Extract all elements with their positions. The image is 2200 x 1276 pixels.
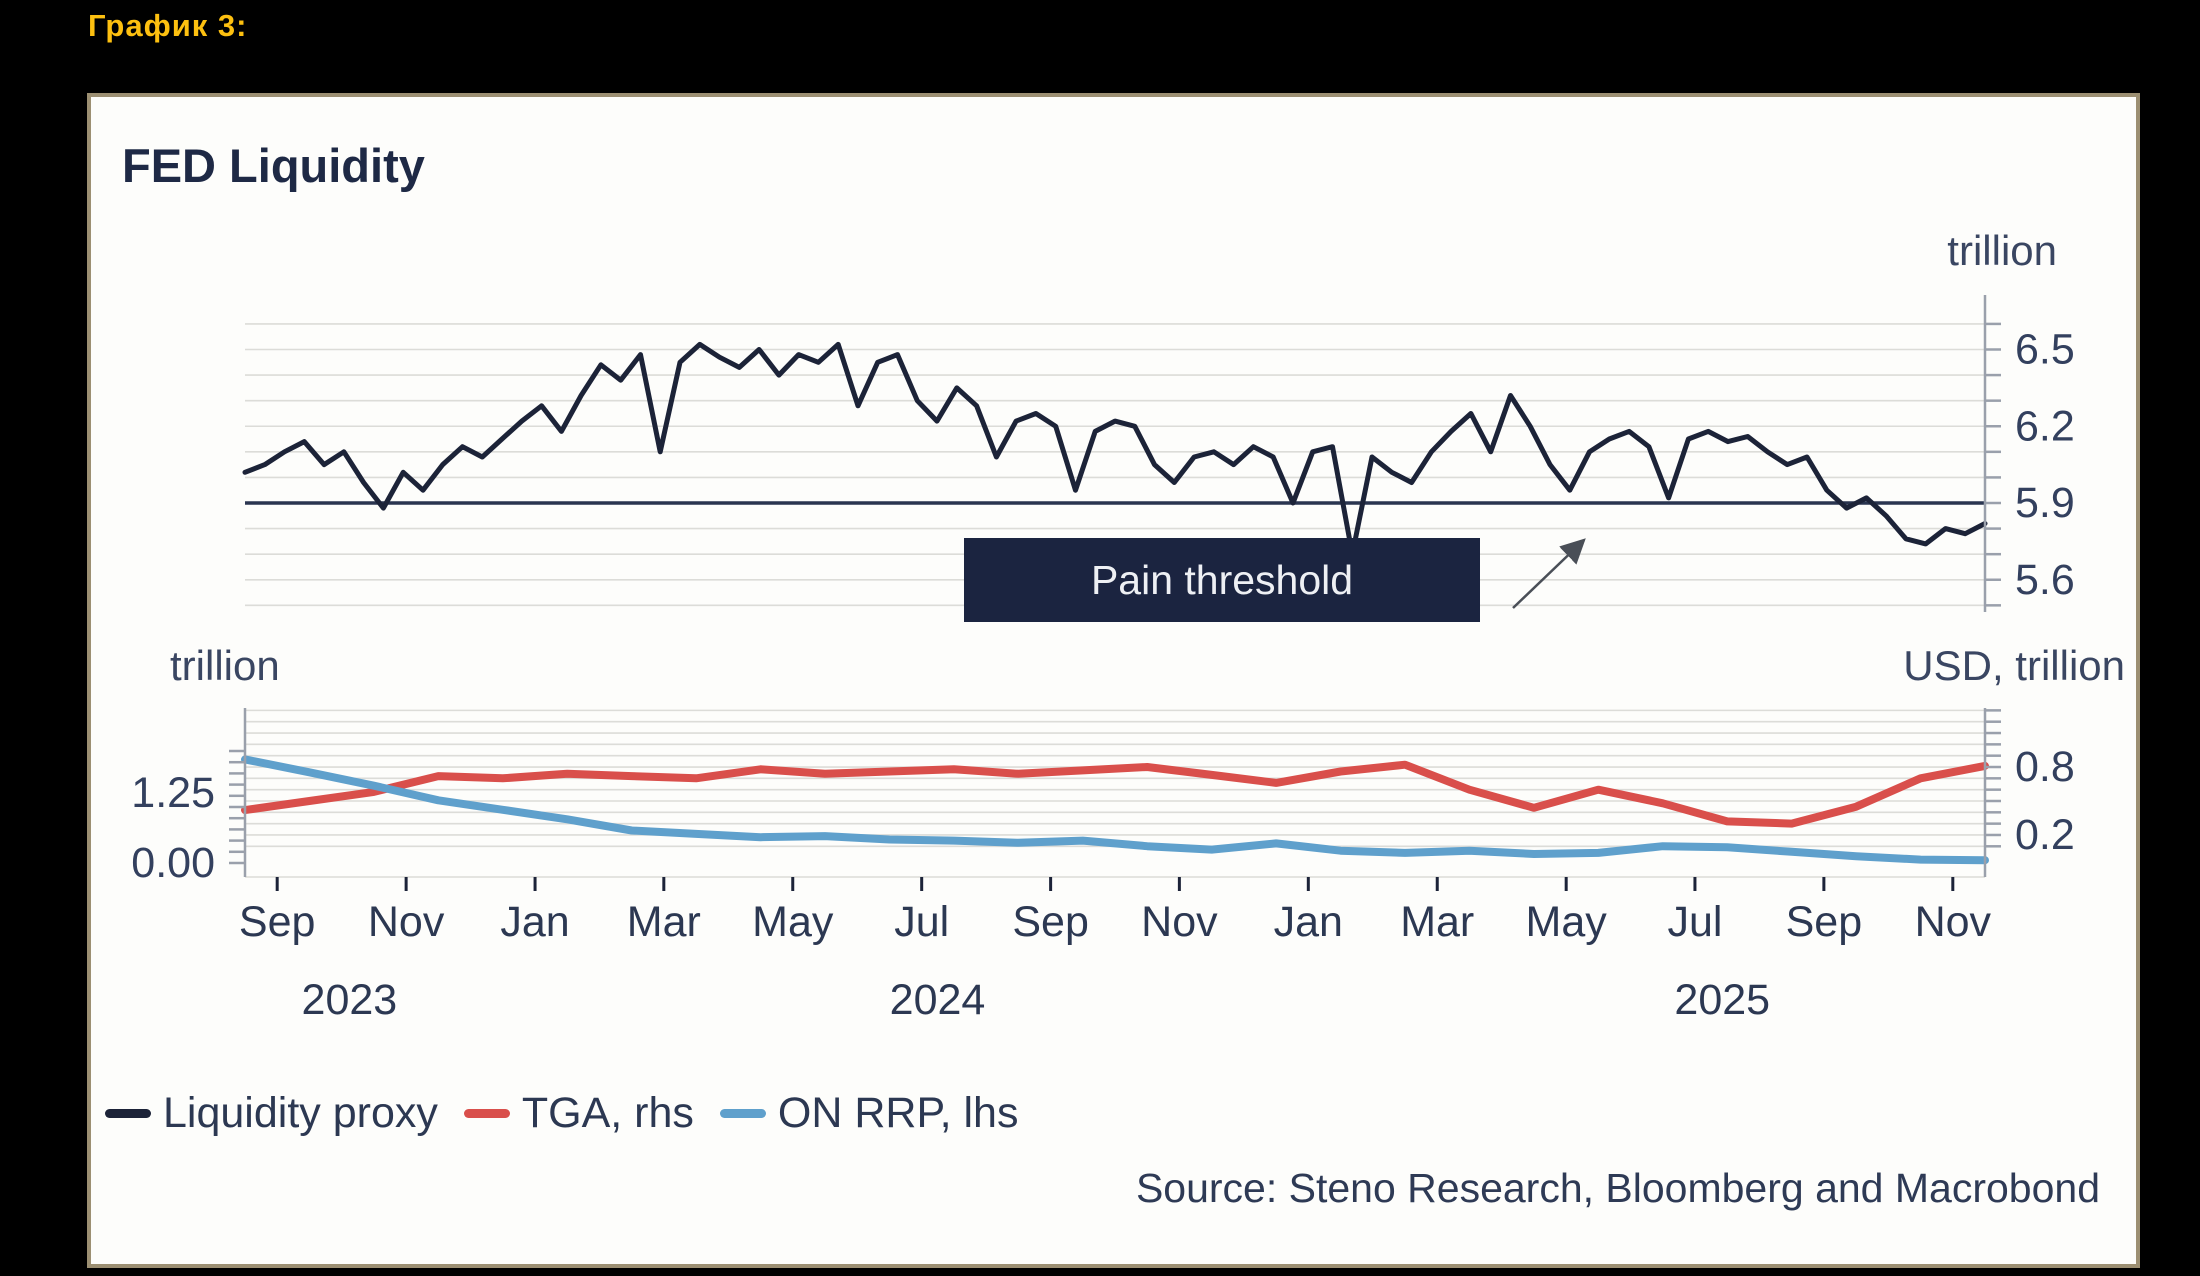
y-tick-label: 0.8 xyxy=(2015,743,2075,791)
top-axis-unit-label: trillion xyxy=(1947,227,2057,274)
legend-label: TGA, rhs xyxy=(521,1088,694,1137)
y-tick-label: 0.00 xyxy=(131,839,215,887)
x-year-label: 2025 xyxy=(1674,976,1771,1024)
x-tick-label: Jul xyxy=(894,898,950,946)
x-axis-months: Sep Nov Jan Mar May Jul Sep Nov Jan Mar May Jul Sep N… xyxy=(239,898,1991,950)
x-year-label: 2023 xyxy=(301,976,398,1024)
x-tick-label: May xyxy=(752,898,834,946)
x-tick-label: Sep xyxy=(1012,898,1089,946)
bottom-left-axis-unit-label: trillion xyxy=(170,642,280,689)
pain-threshold-annotation: Pain threshold xyxy=(964,538,1480,622)
series-on-rrp-lhs xyxy=(241,755,1989,865)
bottom-right-axis-unit-label: USD, trillion xyxy=(1903,642,2125,689)
legend-dash-icon xyxy=(719,1108,766,1118)
figure-caption: График 3: xyxy=(88,8,248,43)
x-tick-label: Sep xyxy=(238,898,316,946)
legend-item: TGA, rhs xyxy=(463,1088,694,1138)
x-tick-label: May xyxy=(1525,898,1607,946)
legend-item: Liquidity proxy xyxy=(105,1089,438,1138)
y-tick-label: 6.2 xyxy=(2015,402,2075,450)
x-tick-label: Mar xyxy=(1400,898,1475,946)
x-tick-label: Jul xyxy=(1667,898,1723,946)
legend-label: Liquidity proxy xyxy=(163,1088,438,1137)
series-liquidity-proxy xyxy=(242,341,1988,557)
y-tick-label: 5.9 xyxy=(2015,479,2075,527)
bottom-chart-panel: 1.25 0.00 0.8 0.2 xyxy=(131,708,2075,891)
x-tick-label: Jan xyxy=(1273,898,1343,946)
x-tick-label: Sep xyxy=(1785,898,1863,946)
legend-label: ON RRP, lhs xyxy=(777,1088,1019,1137)
x-axis-years: 2023 2024 2025 xyxy=(245,976,1985,1028)
top-chart-panel: 6.5 6.2 5.9 5.6 xyxy=(242,295,2075,612)
legend-dash-icon xyxy=(463,1108,510,1118)
source-note: Source: Steno Research, Bloomberg and Ma… xyxy=(1135,1165,2100,1211)
y-tick-label: 6.5 xyxy=(2015,325,2075,373)
x-tick-label: Nov xyxy=(1914,898,1992,946)
x-year-label: 2024 xyxy=(889,976,986,1024)
annotation-arrow xyxy=(1512,538,1586,609)
y-tick-label: 1.25 xyxy=(131,769,215,817)
legend-dash-icon xyxy=(105,1108,151,1118)
chart-card: FED Liquidity trillion 6.5 6.2 5.9 5.6 Pain… xyxy=(87,93,2140,1268)
x-tick-label: Jan xyxy=(500,898,570,946)
y-tick-label: 0.2 xyxy=(2015,811,2075,859)
legend-item: ON RRP, lhs xyxy=(719,1088,1019,1138)
y-tick-label: 5.6 xyxy=(2015,556,2075,604)
series-tga-rhs xyxy=(241,760,1989,828)
x-tick-label: Mar xyxy=(626,898,701,946)
chart-title: FED Liquidity xyxy=(122,139,425,192)
x-tick-label: Nov xyxy=(1141,898,1218,946)
x-tick-label: Nov xyxy=(367,898,445,946)
pain-threshold-label: Pain threshold xyxy=(1090,556,1354,603)
legend: Liquidity proxy TGA, rhs ON RRP, lhs xyxy=(105,1085,1018,1141)
